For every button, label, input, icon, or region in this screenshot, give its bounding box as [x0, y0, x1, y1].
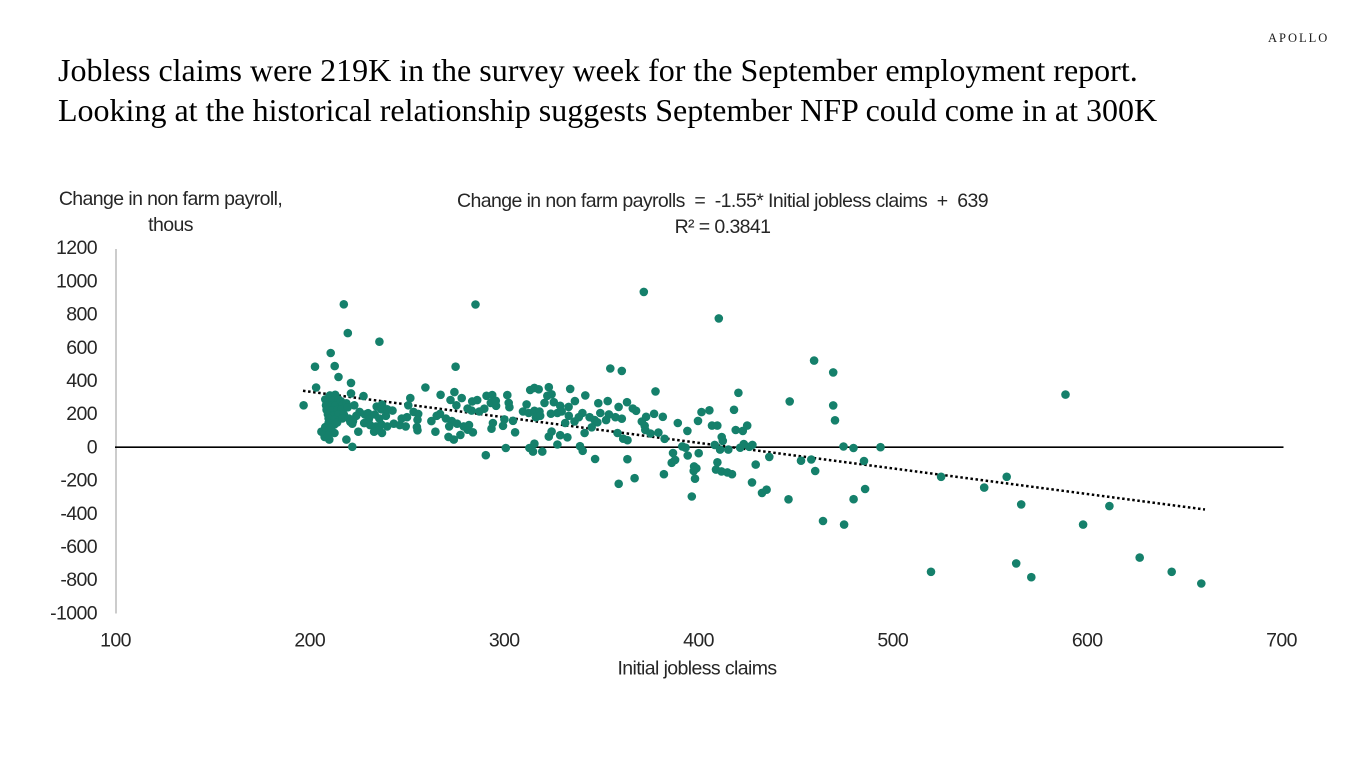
- svg-text:0: 0: [87, 436, 98, 458]
- svg-text:Change in non farm payroll,: Change in non farm payroll,: [59, 188, 282, 210]
- svg-text:700: 700: [1266, 630, 1297, 652]
- svg-text:APOLLO: APOLLO: [1268, 31, 1329, 45]
- svg-text:thous: thous: [148, 214, 194, 236]
- svg-text:400: 400: [683, 630, 714, 652]
- svg-text:-1000: -1000: [50, 602, 98, 624]
- svg-text:200: 200: [294, 630, 325, 652]
- svg-text:Initial jobless claims: Initial jobless claims: [617, 658, 777, 680]
- svg-text:-400: -400: [60, 503, 97, 525]
- svg-text:600: 600: [1072, 630, 1103, 652]
- svg-text:Looking at the historical rela: Looking at the historical relationship s…: [58, 92, 1157, 128]
- svg-text:-600: -600: [60, 536, 97, 558]
- svg-text:1000: 1000: [56, 270, 98, 292]
- svg-text:200: 200: [66, 403, 97, 425]
- svg-text:1200: 1200: [56, 237, 98, 259]
- svg-text:400: 400: [66, 370, 97, 392]
- svg-text:Change in non farm payrolls =: Change in non farm payrolls = -1.55* Ini…: [457, 190, 988, 212]
- svg-text:-200: -200: [60, 470, 97, 492]
- svg-text:Jobless claims were 219K in th: Jobless claims were 219K in the survey w…: [58, 52, 1138, 88]
- svg-text:500: 500: [877, 630, 908, 652]
- svg-text:800: 800: [66, 304, 97, 326]
- svg-text:300: 300: [489, 630, 520, 652]
- svg-text:100: 100: [100, 630, 131, 652]
- svg-text:R² = 0.3841: R² = 0.3841: [675, 216, 771, 238]
- svg-text:600: 600: [66, 337, 97, 359]
- svg-text:-800: -800: [60, 569, 97, 591]
